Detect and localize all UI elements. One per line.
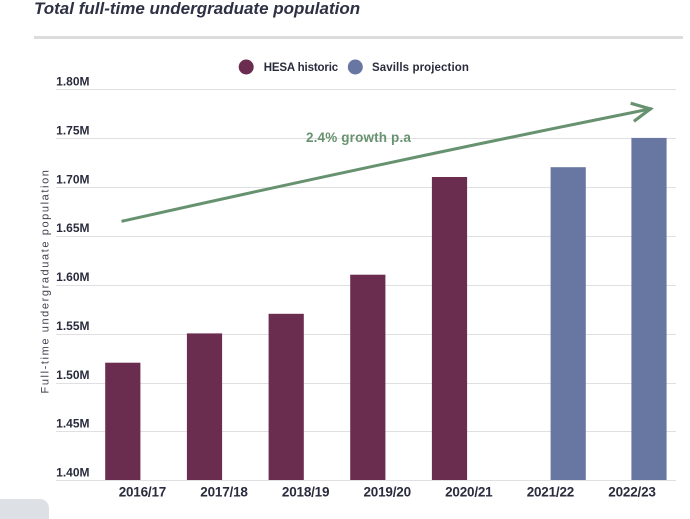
svg-text:2018/19: 2018/19 <box>282 485 329 500</box>
svg-text:2016/17: 2016/17 <box>119 485 166 500</box>
svg-text:1.65M: 1.65M <box>56 221 89 235</box>
svg-text:2019/20: 2019/20 <box>363 485 410 500</box>
svg-text:2021/22: 2021/22 <box>527 485 574 500</box>
svg-text:1.75M: 1.75M <box>56 123 89 137</box>
svg-text:1.55M: 1.55M <box>56 319 89 333</box>
svg-text:1.50M: 1.50M <box>56 368 89 382</box>
svg-text:Savills projection: Savills projection <box>372 62 469 74</box>
svg-text:1.60M: 1.60M <box>56 270 89 284</box>
svg-text:1.40M: 1.40M <box>56 466 89 480</box>
svg-text:HESA historic: HESA historic <box>264 62 339 74</box>
svg-text:2020/21: 2020/21 <box>445 485 493 500</box>
svg-text:2017/18: 2017/18 <box>200 485 248 500</box>
svg-text:2.4% growth p.a: 2.4% growth p.a <box>306 130 411 145</box>
svg-text:1.70M: 1.70M <box>56 172 89 186</box>
svg-text:1.45M: 1.45M <box>56 417 89 431</box>
svg-text:1.80M: 1.80M <box>56 75 89 89</box>
svg-text:2022/23: 2022/23 <box>608 485 656 500</box>
svg-text:Full-time undergraduate popula: Full-time undergraduate population <box>40 168 52 393</box>
